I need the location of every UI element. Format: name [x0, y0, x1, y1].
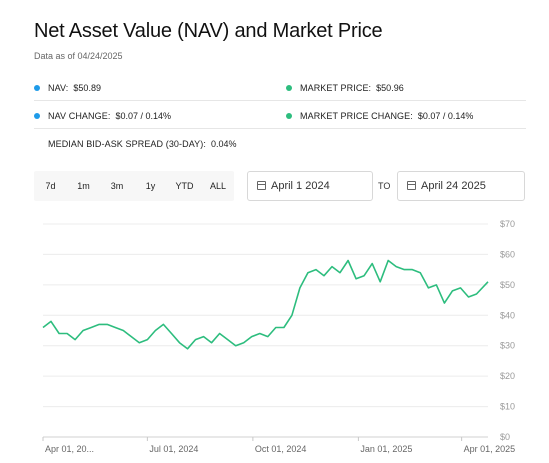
nav-price-chart: $0 $10 $20 $30 $40 $50 $60 $70 Apr 01, 20... Jul… [42, 219, 516, 454]
y-tick-label: $40 [500, 310, 515, 320]
market-price-stat: MARKET PRICE: $50.96 [286, 83, 404, 93]
nav-change-label: NAV CHANGE: [48, 111, 111, 121]
spread-label: MEDIAN BID-ASK SPREAD (30-DAY): [48, 139, 206, 149]
date-from-value: April 1 2024 [271, 180, 330, 192]
y-tick-label: $50 [500, 280, 515, 290]
y-tick-label: $60 [500, 249, 515, 259]
calendar-icon [407, 181, 416, 190]
x-tick-label: Apr 01, 20... [45, 444, 94, 454]
divider [34, 100, 526, 101]
market-price-label: MARKET PRICE: [300, 83, 372, 93]
date-from-input[interactable]: April 1 2024 [247, 171, 373, 201]
market-price-change-dot-icon [286, 112, 292, 119]
nav-dot-icon [34, 84, 40, 91]
x-tick-label: Jul 01, 2024 [149, 444, 198, 454]
date-to-input[interactable]: April 24 2025 [397, 171, 525, 201]
range-3m-button[interactable]: 3m [110, 181, 124, 191]
market-price-change-value: $0.07 / 0.14% [417, 111, 474, 121]
nav-value: $50.89 [73, 83, 101, 93]
y-tick-label: $20 [500, 371, 515, 381]
y-tick-label: $70 [500, 219, 515, 229]
range-1y-button[interactable]: 1y [145, 181, 156, 191]
date-range-separator: TO [378, 181, 391, 191]
range-1m-button[interactable]: 1m [77, 181, 90, 191]
as-of-date: Data as of 04/24/2025 [34, 51, 123, 61]
nav-change-dot-icon [34, 112, 40, 119]
y-axis-ticks: $0 $10 $20 $30 $40 $50 $60 $70 [500, 219, 515, 442]
y-tick-label: $0 [500, 432, 510, 442]
x-tick-label: Oct 01, 2024 [255, 444, 307, 454]
nav-change-value: $0.07 / 0.14% [115, 111, 172, 121]
range-all-button[interactable]: ALL [209, 181, 226, 191]
divider [34, 128, 526, 129]
range-7d-button[interactable]: 7d [45, 181, 56, 191]
spread-stat: MEDIAN BID-ASK SPREAD (30-DAY): 0.04% [48, 139, 237, 149]
page-title: Net Asset Value (NAV) and Market Price [34, 20, 383, 42]
spread-value: 0.04% [210, 139, 237, 149]
x-tick-label: Apr 01, 2025 [464, 444, 516, 454]
chart-series [42, 259, 489, 350]
market-price-dot-icon [286, 84, 292, 91]
calendar-icon [257, 181, 266, 190]
x-tick-label: Jan 01, 2025 [360, 444, 412, 454]
date-to-value: April 24 2025 [421, 180, 486, 192]
y-tick-label: $10 [500, 402, 515, 412]
market-price-line [42, 259, 489, 350]
range-ytd-button[interactable]: YTD [175, 181, 194, 191]
market-price-change-stat: MARKET PRICE CHANGE: $0.07 / 0.14% [286, 111, 473, 121]
y-tick-label: $30 [500, 341, 515, 351]
chart-grid [43, 223, 488, 438]
market-price-change-label: MARKET PRICE CHANGE: [300, 111, 413, 121]
nav-stat: NAV: $50.89 [34, 83, 101, 93]
nav-label: NAV: [48, 83, 69, 93]
nav-change-stat: NAV CHANGE: $0.07 / 0.14% [34, 111, 171, 121]
x-axis-ticks: Apr 01, 20... Jul 01, 2024 Oct 01, 2024 Jan… [42, 437, 516, 454]
range-selector: 7d 1m 3m 1y YTD ALL [34, 171, 234, 201]
market-price-value: $50.96 [376, 83, 404, 93]
